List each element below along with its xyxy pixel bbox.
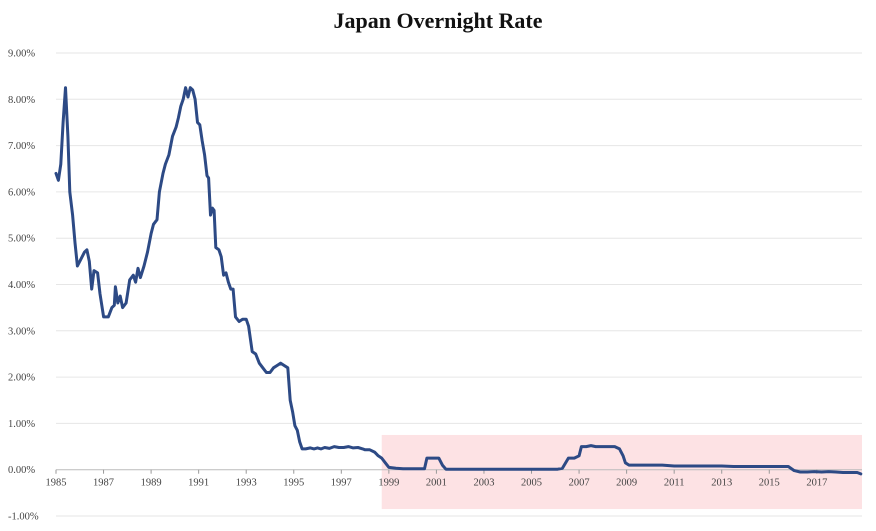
x-tick-label: 2005: [521, 478, 542, 489]
x-tick-label: 2017: [806, 478, 827, 489]
y-tick-label: 1.00%: [8, 419, 35, 430]
x-tick-label: 1999: [378, 478, 399, 489]
y-tick-label: 2.00%: [8, 373, 35, 384]
x-tick-label: 2001: [426, 478, 447, 489]
x-tick-label: 1993: [236, 478, 257, 489]
x-tick-label: 2013: [711, 478, 732, 489]
y-tick-label: 6.00%: [8, 187, 35, 198]
x-tick-label: 1989: [141, 478, 162, 489]
x-tick-label: 2015: [759, 478, 780, 489]
y-tick-label: -1.00%: [8, 512, 39, 523]
y-tick-label: 3.00%: [8, 326, 35, 337]
x-tick-label: 2011: [664, 478, 685, 489]
x-tick-label: 1997: [331, 478, 352, 489]
series-line: [54, 86, 863, 476]
x-tick-label: 1991: [188, 478, 209, 489]
x-tick-label: 2007: [569, 478, 590, 489]
y-tick-label: 8.00%: [8, 95, 35, 106]
x-tick-label: 1987: [93, 478, 114, 489]
y-tick-label: 4.00%: [8, 280, 35, 291]
x-tick-label: 1995: [283, 478, 304, 489]
x-tick-label: 2003: [473, 478, 494, 489]
y-tick-label: 7.00%: [8, 141, 35, 152]
x-tick-label: 2009: [616, 478, 637, 489]
x-tick-label: 1985: [46, 478, 67, 489]
chart-title: Japan Overnight Rate: [333, 8, 543, 33]
y-tick-label: 5.00%: [8, 234, 35, 245]
y-tick-label: 9.00%: [8, 49, 35, 60]
highlight-band: [381, 434, 862, 510]
y-tick-label: 0.00%: [8, 465, 35, 476]
